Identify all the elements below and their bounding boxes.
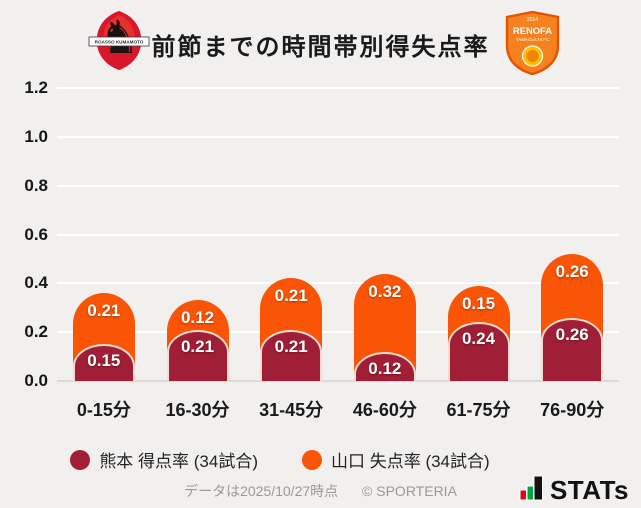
roasso-banner-text: ROASSO KUMAMOTO	[95, 40, 144, 45]
renofa-sub-text: YAMAGUCHI FC	[516, 37, 549, 42]
roasso-crest-icon: ♞ ROASSO KUMAMOTO	[88, 10, 150, 70]
bar-group: 0.12 0.21	[151, 88, 245, 381]
data-date-note: データは2025/10/27時点	[184, 483, 339, 499]
bar-value-label: 0.12	[368, 358, 402, 378]
renofa-yamaguchi-logo: 2014 RENOFA YAMAGUCHI FC	[504, 10, 561, 76]
y-tick-label: 0.6	[24, 224, 48, 244]
bar-value-label: 0.15	[87, 351, 121, 371]
stats-wordmark: STATs	[549, 474, 629, 505]
bar-group: 0.15 0.24	[432, 88, 526, 381]
bar-kumamoto-scored: 0.21	[166, 329, 229, 381]
bar-value-label: 0.24	[461, 329, 496, 349]
gridline	[57, 233, 619, 236]
x-tick-label: 46-60分	[352, 400, 417, 420]
bar-kumamoto-scored: 0.15	[72, 344, 135, 381]
gridline	[57, 87, 619, 89]
gridline	[57, 331, 619, 334]
x-tick-label: 16-30分	[165, 400, 230, 420]
bar-value-label: 0.26	[555, 324, 589, 344]
x-axis-line	[57, 380, 619, 382]
bar-value-label: 0.26	[555, 262, 589, 282]
renofa-name-text: RENOFA	[513, 25, 552, 36]
x-tick-label: 31-45分	[259, 400, 324, 420]
legend: 熊本 得点率 (34試合) 山口 失点率 (34試合)	[0, 447, 560, 472]
bar-kumamoto-scored: 0.21	[260, 329, 323, 381]
legend-marker-icon	[70, 449, 91, 470]
stats-bars-icon	[519, 475, 543, 501]
legend-label: 山口 失点率 (34試合)	[331, 452, 490, 471]
plot-area: 0.21 0.15 0.12 0.21 0.21 0.21 0.32 0.12 0.15 0.24…	[57, 87, 619, 382]
bar-group: 0.21 0.15	[57, 88, 151, 381]
x-axis-labels: 0-15分 16-30分 31-45分 46-60分 61-75分 76-90分	[57, 396, 619, 422]
bar-value-label: 0.32	[368, 281, 402, 301]
y-tick-label: 0.0	[24, 371, 48, 390]
y-axis-labels: 0.0 0.2 0.4 0.6 0.8 1.0 1.2	[12, 78, 48, 390]
bar-group: 0.26 0.26	[525, 88, 619, 381]
bar-kumamoto-scored: 0.24	[447, 322, 510, 381]
bar-value-label: 0.21	[180, 336, 215, 356]
sporteria-stats-brand: STATs	[519, 474, 629, 505]
legend-marker-icon	[302, 449, 322, 470]
gridline	[57, 184, 619, 187]
x-tick-label: 76-90分	[540, 400, 605, 420]
footer-note: データは2025/10/27時点 © SPORTERIA	[0, 481, 641, 501]
page-title: 前節までの時間帯別得失点率	[151, 34, 490, 61]
renofa-year-text: 2014	[527, 17, 538, 23]
y-tick-label: 0.8	[24, 175, 48, 195]
bar-value-label: 0.21	[274, 336, 308, 356]
gridline	[57, 282, 619, 285]
y-tick-label: 1.2	[24, 78, 48, 97]
x-tick-label: 61-75分	[446, 400, 511, 420]
legend-item: 山口 失点率 (34試合)	[302, 447, 490, 472]
bar-kumamoto-scored: 0.26	[541, 317, 604, 381]
legend-label: 熊本 得点率 (34試合)	[99, 452, 258, 471]
roasso-kumamoto-logo: ♞ ROASSO KUMAMOTO	[84, 7, 154, 77]
gridline	[57, 135, 619, 138]
x-tick-label: 0-15分	[76, 400, 131, 420]
y-tick-label: 0.4	[24, 273, 48, 293]
bar-group: 0.32 0.12	[338, 88, 432, 381]
bar-value-label: 0.15	[461, 293, 496, 313]
bar-value-label: 0.21	[274, 286, 308, 306]
legend-item: 熊本 得点率 (34試合)	[70, 447, 258, 472]
copyright-text: © SPORTERIA	[362, 483, 457, 499]
y-tick-label: 0.2	[24, 322, 48, 342]
bar-group: 0.21 0.21	[244, 88, 338, 381]
bar-value-label: 0.12	[180, 308, 215, 328]
y-tick-label: 1.0	[24, 126, 48, 146]
bars-row: 0.21 0.15 0.12 0.21 0.21 0.21 0.32 0.12 0.15 0.24…	[57, 88, 619, 381]
bar-value-label: 0.21	[87, 301, 121, 321]
renofa-crest-icon: 2014 RENOFA YAMAGUCHI FC	[505, 10, 560, 76]
